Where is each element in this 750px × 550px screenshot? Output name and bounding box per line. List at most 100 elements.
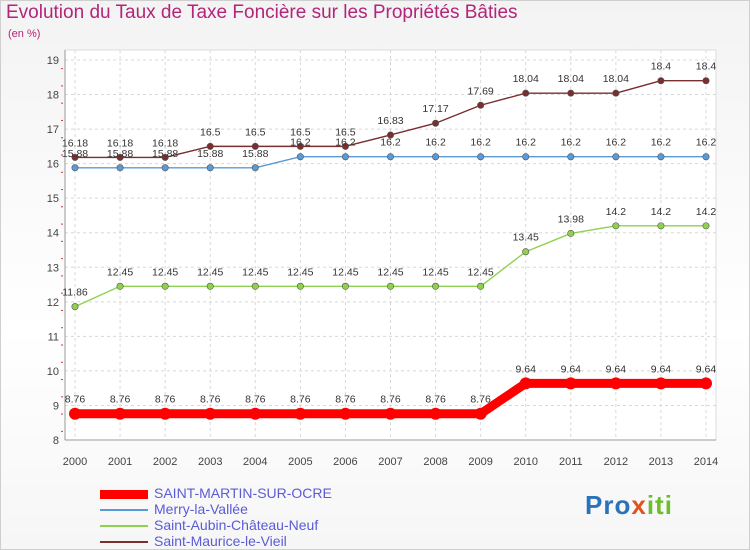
data-point [522,153,530,161]
y-tick-label: 9 [53,400,59,412]
data-label: 8.76 [470,394,491,406]
data-label: 15.88 [242,148,268,160]
data-label: 12.45 [287,266,313,278]
x-tick-label: 2006 [333,456,357,468]
legend-label: Saint-Maurice-le-Vieil [154,533,287,549]
data-point [612,89,620,97]
data-point [296,142,304,150]
x-tick-label: 2000 [63,456,87,468]
data-label: 15.88 [197,148,223,160]
data-label: 8.76 [110,394,131,406]
data-point [609,377,622,390]
data-point [432,282,440,290]
x-tick-label: 2014 [694,456,718,468]
data-point [477,282,485,290]
data-label: 13.98 [558,213,584,225]
data-point [386,153,394,161]
y-tick-label: 13 [47,262,59,274]
data-point [116,282,124,290]
x-tick-label: 2007 [378,456,402,468]
data-label: 8.76 [200,394,221,406]
data-label: 8.76 [380,394,401,406]
legend-swatch [100,489,148,499]
data-label: 13.45 [513,232,539,244]
data-point [206,164,214,172]
x-tick-label: 2012 [604,456,628,468]
x-tick-label: 2008 [423,456,447,468]
data-point [657,153,665,161]
data-label: 16.2 [470,137,491,149]
data-label: 14.2 [651,206,672,218]
data-point [296,282,304,290]
data-label: 16.2 [380,137,401,149]
data-label: 16.83 [377,115,403,127]
data-point [204,407,217,420]
data-point [657,77,665,85]
legend-swatch [100,541,148,543]
x-tick-label: 2011 [559,456,583,468]
data-point [612,153,620,161]
y-axis-unit-label: (en %) [8,28,41,40]
data-label: 18.04 [558,73,584,85]
proxiti-logo: Proxiti [585,490,673,521]
data-label: 16.2 [696,137,717,149]
x-tick-label: 2010 [513,456,537,468]
legend-label: Saint-Aubin-Château-Neuf [154,517,319,533]
data-label: 16.2 [335,137,356,149]
y-tick-label: 18 [47,90,59,102]
data-label: 17.17 [422,103,448,115]
data-label: 16.5 [245,126,266,138]
data-label: 8.76 [335,394,356,406]
legend-label: Merry-la-Vallée [154,501,248,517]
data-point [567,153,575,161]
data-point [474,407,487,420]
data-label: 16.18 [152,137,178,149]
logo-prefix: Pro [585,490,632,520]
logo-suffix: iti [646,490,673,520]
data-point [477,153,485,161]
data-label: 14.2 [696,206,717,218]
x-tick-label: 2009 [468,456,492,468]
data-point [702,77,710,85]
data-label: 12.45 [152,266,178,278]
data-label: 12.45 [107,266,133,278]
data-point [69,407,81,420]
data-point [339,407,352,420]
legend-swatch [100,525,148,527]
data-label: 16.2 [290,137,311,149]
data-point [116,153,124,161]
x-tick-label: 2003 [198,456,222,468]
data-point [612,222,620,230]
y-tick-label: 8 [53,435,59,447]
y-tick-label: 16 [47,159,59,171]
data-point [341,153,349,161]
data-label: 12.45 [468,266,494,278]
data-point [522,89,530,97]
data-label: 8.76 [155,394,176,406]
data-label: 16.5 [290,126,311,138]
data-point [251,142,259,150]
legend-swatch [100,509,148,511]
x-tick-label: 2002 [153,456,177,468]
data-point [71,303,79,311]
data-label: 9.64 [561,363,582,375]
data-label: 16.5 [200,126,221,138]
data-point [341,142,349,150]
data-point [654,377,667,390]
data-label: 16.2 [561,137,582,149]
y-tick-label: 15 [47,193,59,205]
data-label: 15.88 [107,148,133,160]
data-label: 8.76 [65,394,86,406]
data-label: 16.5 [335,126,356,138]
data-label: 18.04 [513,73,539,85]
x-tick-label: 2013 [649,456,673,468]
data-point [341,282,349,290]
data-point [432,119,440,127]
data-label: 8.76 [245,394,266,406]
data-label: 12.45 [197,266,223,278]
data-point [522,248,530,256]
data-point [477,101,485,109]
data-label: 12.45 [242,266,268,278]
y-tick-label: 12 [47,297,59,309]
